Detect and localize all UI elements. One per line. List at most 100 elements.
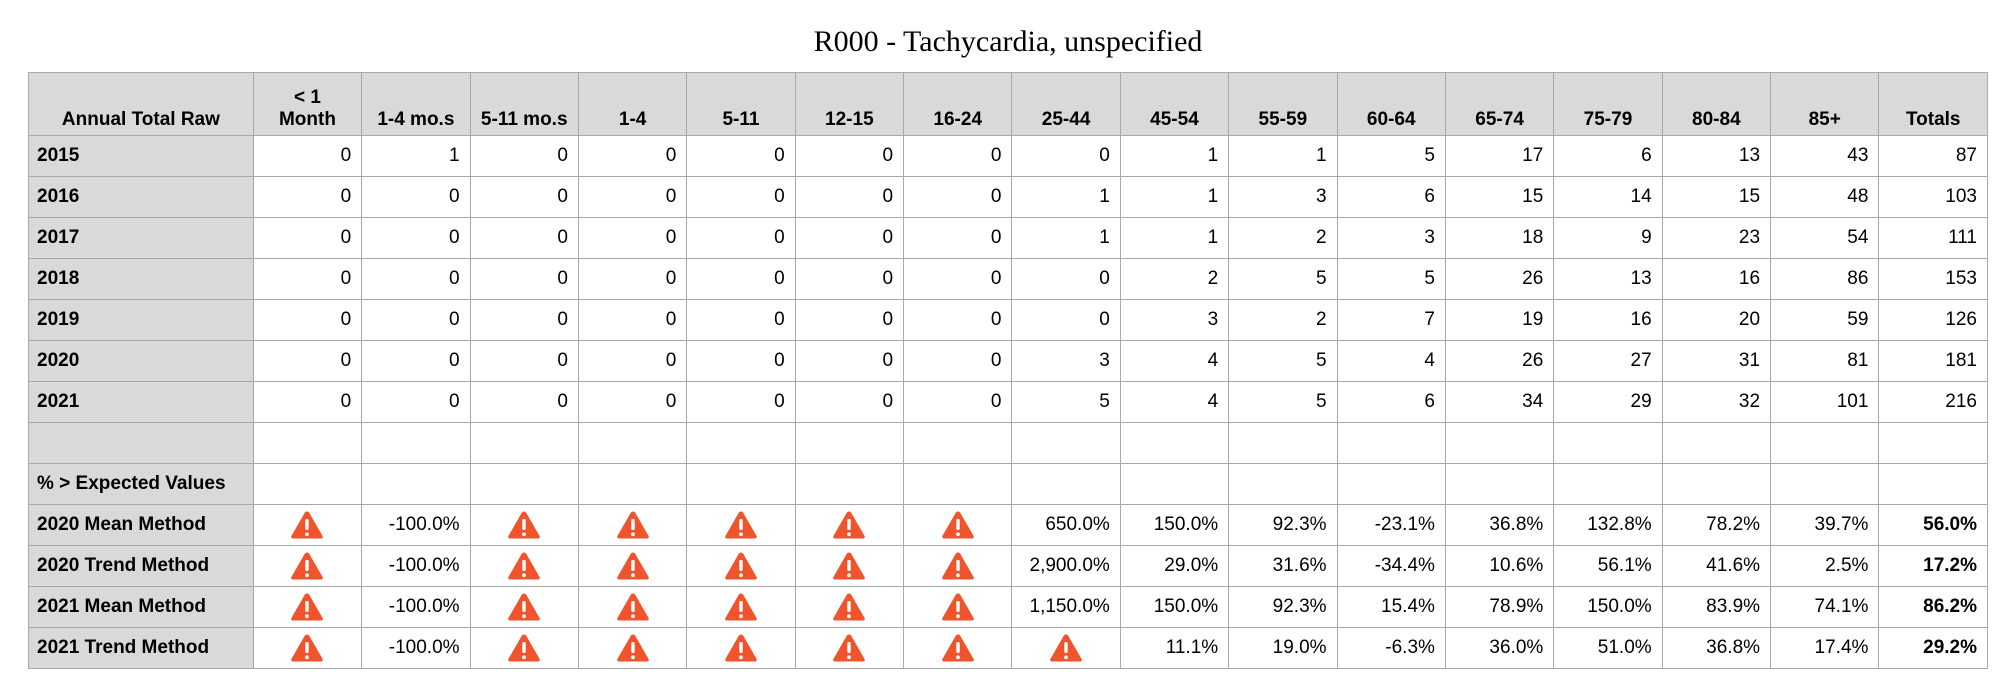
table-row: 2020 Mean Method -100.0% 650.0% 150.0% 92.3%…: [28, 504, 1988, 546]
warning-triangle-icon: [941, 552, 974, 580]
warning-triangle-icon: [833, 511, 866, 539]
table-cell: 59: [1770, 299, 1880, 341]
table-cell: 32: [1661, 381, 1772, 423]
table-cell: 150.0%: [1553, 586, 1663, 628]
table-cell: 48: [1770, 176, 1880, 218]
table-cell: 0: [794, 340, 905, 382]
table-cell: 0: [577, 381, 688, 423]
table-cell: 0: [361, 299, 471, 341]
empty-cell: [252, 422, 363, 464]
table-cell: 1: [1011, 217, 1121, 259]
table-cell: 0: [794, 176, 905, 218]
table-cell: 0: [794, 135, 905, 177]
warning-triangle-icon: [941, 634, 974, 662]
table-cell: 23: [1661, 217, 1772, 259]
table-cell: 0: [686, 340, 796, 382]
table-cell: 92.3%: [1228, 586, 1338, 628]
table-cell: 5: [1228, 340, 1338, 382]
warning-cell: [794, 586, 905, 628]
table-cell: 9: [1553, 217, 1663, 259]
table-cell: 0: [1011, 299, 1121, 341]
table-cell: 0: [252, 176, 363, 218]
table-row: 2019 0 0 0 0 0 0 0 0 3 2 7 19 16 20 59 126: [28, 299, 1988, 341]
empty-cell: [1770, 422, 1880, 464]
table-cell: 2: [1228, 217, 1338, 259]
table-cell: 29.2%: [1878, 627, 1988, 669]
table-cell: 0: [252, 299, 363, 341]
empty-cell: [1119, 422, 1230, 464]
table-cell: 87: [1878, 135, 1988, 177]
warning-triangle-icon: [616, 552, 649, 580]
table-row: 2020 Trend Method -100.0% 2,900.0% 29.0% 31.…: [28, 545, 1988, 587]
table-cell: 150.0%: [1119, 586, 1230, 628]
row-label: 2015: [28, 135, 254, 177]
table-cell: 0: [794, 381, 905, 423]
table-cell: 1: [361, 135, 471, 177]
table-cell: 36.0%: [1444, 627, 1555, 669]
table-cell: 103: [1878, 176, 1988, 218]
empty-cell: [1878, 422, 1988, 464]
table-cell: 0: [252, 217, 363, 259]
warning-cell: [903, 504, 1013, 546]
table-cell: 18: [1444, 217, 1555, 259]
table-cell: 1: [1228, 135, 1338, 177]
row-label: 2016: [28, 176, 254, 218]
column-header: 1-4 mo.s: [361, 72, 471, 136]
table-cell: 16: [1661, 258, 1772, 300]
warning-cell: [469, 586, 579, 628]
empty-cell: [1011, 463, 1121, 505]
table-row: 2015 0 1 0 0 0 0 0 0 1 1 5 17 6 13 43 87: [28, 135, 1988, 177]
table-cell: 0: [794, 258, 905, 300]
table-cell: -100.0%: [361, 545, 471, 587]
table-cell: 650.0%: [1011, 504, 1121, 546]
empty-cell: [794, 422, 905, 464]
table-cell: 1: [1119, 135, 1230, 177]
column-header: 1-4: [577, 72, 688, 136]
table-cell: 6: [1336, 381, 1446, 423]
table-cell: 29: [1553, 381, 1663, 423]
table-cell: 5: [1228, 258, 1338, 300]
table-cell: 216: [1878, 381, 1988, 423]
page-title: R000 - Tachycardia, unspecified: [813, 25, 1203, 58]
warning-cell: [252, 504, 363, 546]
empty-cell: [361, 422, 471, 464]
table-cell: 0: [577, 258, 688, 300]
row-label: [28, 422, 254, 464]
row-label: 2020 Mean Method: [28, 504, 254, 546]
table-cell: 150.0%: [1119, 504, 1230, 546]
table-cell: 13: [1661, 135, 1772, 177]
table-cell: 0: [1011, 135, 1121, 177]
table-cell: 31: [1661, 340, 1772, 382]
table-cell: 86: [1770, 258, 1880, 300]
table-cell: 26: [1444, 340, 1555, 382]
row-label: 2017: [28, 217, 254, 259]
warning-cell: [469, 504, 579, 546]
warning-cell: [794, 627, 905, 669]
table-cell: 4: [1119, 381, 1230, 423]
warning-triangle-icon: [291, 552, 324, 580]
table-cell: 43: [1770, 135, 1880, 177]
warning-cell: [903, 627, 1013, 669]
table-cell: 0: [469, 135, 579, 177]
empty-cell: [1444, 422, 1555, 464]
warning-cell: [903, 545, 1013, 587]
warning-triangle-icon: [291, 593, 324, 621]
table-cell: 0: [577, 135, 688, 177]
table-cell: 3: [1336, 217, 1446, 259]
table-cell: 0: [903, 299, 1013, 341]
table-cell: 0: [686, 299, 796, 341]
empty-cell: [1661, 463, 1772, 505]
table-cell: 0: [252, 258, 363, 300]
empty-cell: [469, 422, 579, 464]
empty-cell: [1228, 422, 1338, 464]
table-cell: 153: [1878, 258, 1988, 300]
table-cell: 5: [1336, 135, 1446, 177]
row-label: 2019: [28, 299, 254, 341]
table-cell: 3: [1011, 340, 1121, 382]
table-cell: 83.9%: [1661, 586, 1772, 628]
warning-triangle-icon: [508, 511, 541, 539]
table-cell: 2: [1228, 299, 1338, 341]
table-cell: 0: [1011, 258, 1121, 300]
empty-cell: [1661, 422, 1772, 464]
empty-cell: [252, 463, 363, 505]
